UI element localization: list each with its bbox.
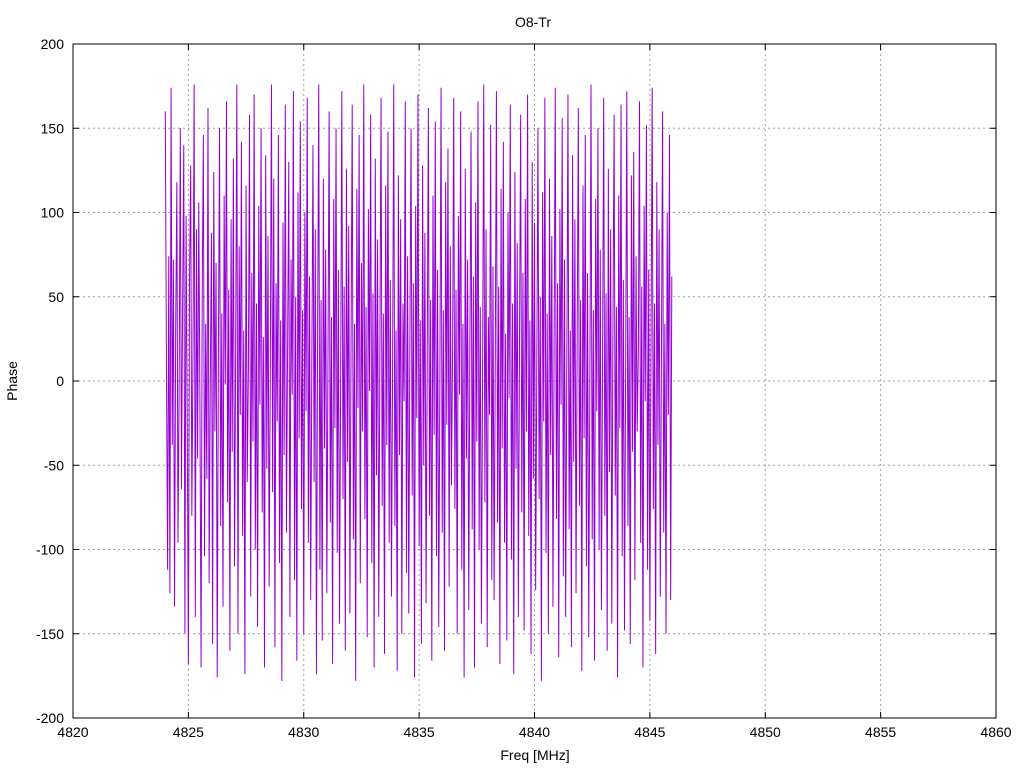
y-tick-label: 50 xyxy=(48,289,64,305)
x-tick-label: 4830 xyxy=(288,724,319,740)
y-tick-label: -150 xyxy=(36,626,64,642)
x-tick-label: 4820 xyxy=(57,724,88,740)
x-tick-label: 4845 xyxy=(634,724,665,740)
y-tick-label: 100 xyxy=(41,205,65,221)
x-tick-label: 4825 xyxy=(173,724,204,740)
x-tick-label: 4850 xyxy=(750,724,781,740)
y-axis-label: Phase xyxy=(4,361,20,401)
y-tick-label: 0 xyxy=(56,373,64,389)
y-tick-label: -200 xyxy=(36,710,64,726)
phase-trace xyxy=(164,84,673,681)
axis-layer: 4820 4825 4830 4835 4840 4845 4850 4855 4860 -200… xyxy=(36,36,1012,740)
x-axis-label: Freq [MHz] xyxy=(500,747,569,763)
y-tick-label: -100 xyxy=(36,542,64,558)
x-tick-label: 4835 xyxy=(404,724,435,740)
chart-title: O8-Tr xyxy=(515,14,551,30)
trace-layer xyxy=(164,84,673,681)
y-tick-label: 150 xyxy=(41,120,65,136)
x-tick-label: 4860 xyxy=(980,724,1011,740)
x-tick-label: 4855 xyxy=(865,724,896,740)
x-tick-label: 4840 xyxy=(519,724,550,740)
y-tick-label: -50 xyxy=(44,457,64,473)
y-tick-label: 200 xyxy=(41,36,65,52)
